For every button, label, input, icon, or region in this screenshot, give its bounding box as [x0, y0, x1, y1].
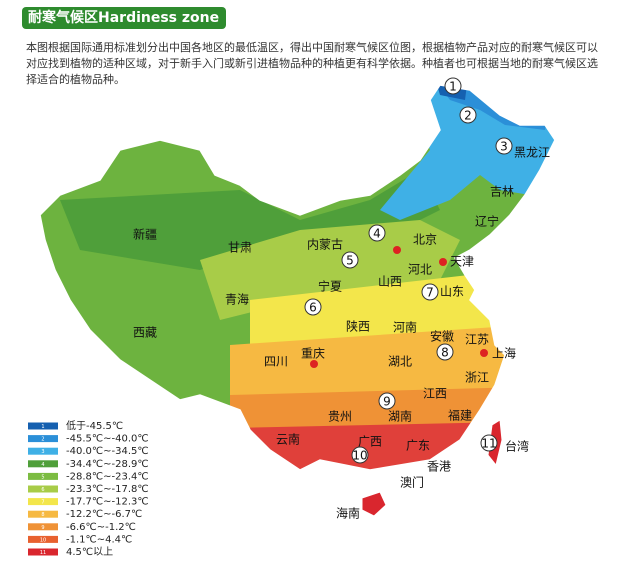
- region-label: 湖北: [388, 354, 412, 369]
- zone-number: 1: [449, 80, 457, 94]
- legend-label: -12.2℃~-6.7℃: [66, 509, 142, 520]
- legend-number: 11: [40, 550, 46, 556]
- region-label: 西藏: [133, 326, 157, 340]
- region-label: 贵州: [328, 410, 352, 424]
- legend-number: 2: [41, 437, 44, 443]
- zone-marker: [495, 137, 513, 155]
- legend-label: -6.6℃~-1.2℃: [66, 522, 136, 533]
- zone-marker: [304, 298, 322, 316]
- region-label: 福建: [448, 408, 472, 423]
- zone-marker: [378, 392, 396, 410]
- legend-label: -45.5℃~-40.0℃: [66, 434, 149, 445]
- legend-label: -1.1℃~4.4℃: [66, 534, 132, 545]
- legend-label: 4.5℃以上: [66, 546, 113, 558]
- zone-marker: [351, 446, 369, 464]
- legend-swatch: [28, 498, 58, 506]
- region-label: 广西: [358, 435, 382, 449]
- legend-label: -28.8℃~-23.4℃: [66, 471, 149, 482]
- legend-swatch: [28, 548, 58, 556]
- region-label: 海南: [336, 506, 360, 521]
- region-label: 澳门: [400, 475, 424, 490]
- region-label: 吉林: [490, 185, 514, 199]
- zone-number: 5: [346, 254, 354, 268]
- legend-swatch: [28, 422, 58, 430]
- region-label: 北京: [413, 233, 437, 247]
- legend-swatch: [28, 472, 58, 480]
- region-label: 内蒙古: [307, 237, 343, 252]
- region-label: 陕西: [346, 319, 370, 334]
- region-label: 河南: [393, 320, 417, 335]
- legend-number: 4: [41, 462, 44, 468]
- region-label: 广东: [406, 439, 430, 453]
- region-label: 山西: [378, 275, 402, 289]
- description: 本图根据国际通用标准划分出中国各地区的最低温区，得出中国耐寒气候区位图，根据植物…: [26, 41, 598, 86]
- legend-number: 1: [41, 424, 44, 430]
- region-label: 天津: [450, 255, 474, 269]
- legend-number: 5: [41, 474, 44, 480]
- legend-number: 10: [40, 537, 46, 543]
- legend-number: 8: [41, 512, 44, 518]
- legend-swatch: [28, 435, 58, 443]
- region-label: 江苏: [465, 333, 489, 347]
- legend-label: 低于-45.5℃: [66, 419, 123, 432]
- zone-number: 6: [309, 301, 317, 315]
- legend-swatch: [28, 447, 58, 455]
- legend-number: 7: [41, 500, 44, 506]
- legend-swatch: [28, 485, 58, 493]
- region-label: 新疆: [133, 227, 157, 242]
- legend-label: -40.0℃~-34.5℃: [66, 446, 149, 457]
- legend-number: 3: [41, 449, 44, 455]
- legend-label: -23.3℃~-17.8℃: [66, 484, 149, 495]
- legend-swatch: [28, 460, 58, 468]
- legend-label: -34.4℃~-28.9℃: [66, 459, 149, 470]
- legend-swatch: [28, 535, 58, 543]
- zone-marker: [480, 434, 498, 452]
- zone-number: 2: [464, 109, 472, 123]
- legend-label: -17.7℃~-12.3℃: [66, 497, 149, 508]
- title: 耐寒气候区Hardiness zone: [22, 7, 226, 29]
- zone-marker: [421, 283, 439, 301]
- region-label: 台湾: [505, 439, 529, 454]
- region-label: 青海: [225, 292, 249, 307]
- legend-swatch: [28, 510, 58, 518]
- region-label: 香港: [427, 460, 451, 474]
- region-label: 四川: [264, 355, 288, 369]
- zone-number: 4: [373, 227, 381, 241]
- region-label: 重庆: [301, 347, 325, 361]
- zone-marker: [368, 224, 386, 242]
- zone-number: 7: [426, 286, 434, 300]
- legend-number: 6: [41, 487, 44, 493]
- legend-number: 9: [41, 525, 44, 531]
- region-label: 河北: [408, 263, 432, 277]
- zone-marker: [459, 106, 477, 124]
- region-label: 宁夏: [318, 279, 342, 294]
- region-label: 湖南: [388, 409, 412, 424]
- zone-marker: [436, 343, 454, 361]
- zone-marker: [341, 251, 359, 269]
- region-label: 江西: [423, 387, 447, 401]
- zone-number: 10: [352, 449, 367, 463]
- region-label: 山东: [440, 285, 464, 299]
- region-label: 云南: [276, 432, 300, 447]
- legend-swatch: [28, 523, 58, 531]
- zone-number: 9: [383, 395, 391, 409]
- region-label: 辽宁: [475, 214, 499, 229]
- region-label: 浙江: [465, 371, 489, 385]
- region-label: 安徽: [430, 329, 454, 344]
- zone-marker: [444, 77, 462, 95]
- zone-number: 11: [481, 437, 496, 451]
- zone-number: 8: [441, 346, 449, 360]
- zone-number: 3: [500, 140, 508, 154]
- region-label: 甘肃: [228, 241, 252, 255]
- region-label: 上海: [492, 346, 516, 361]
- region-label: 黑龙江: [514, 146, 550, 160]
